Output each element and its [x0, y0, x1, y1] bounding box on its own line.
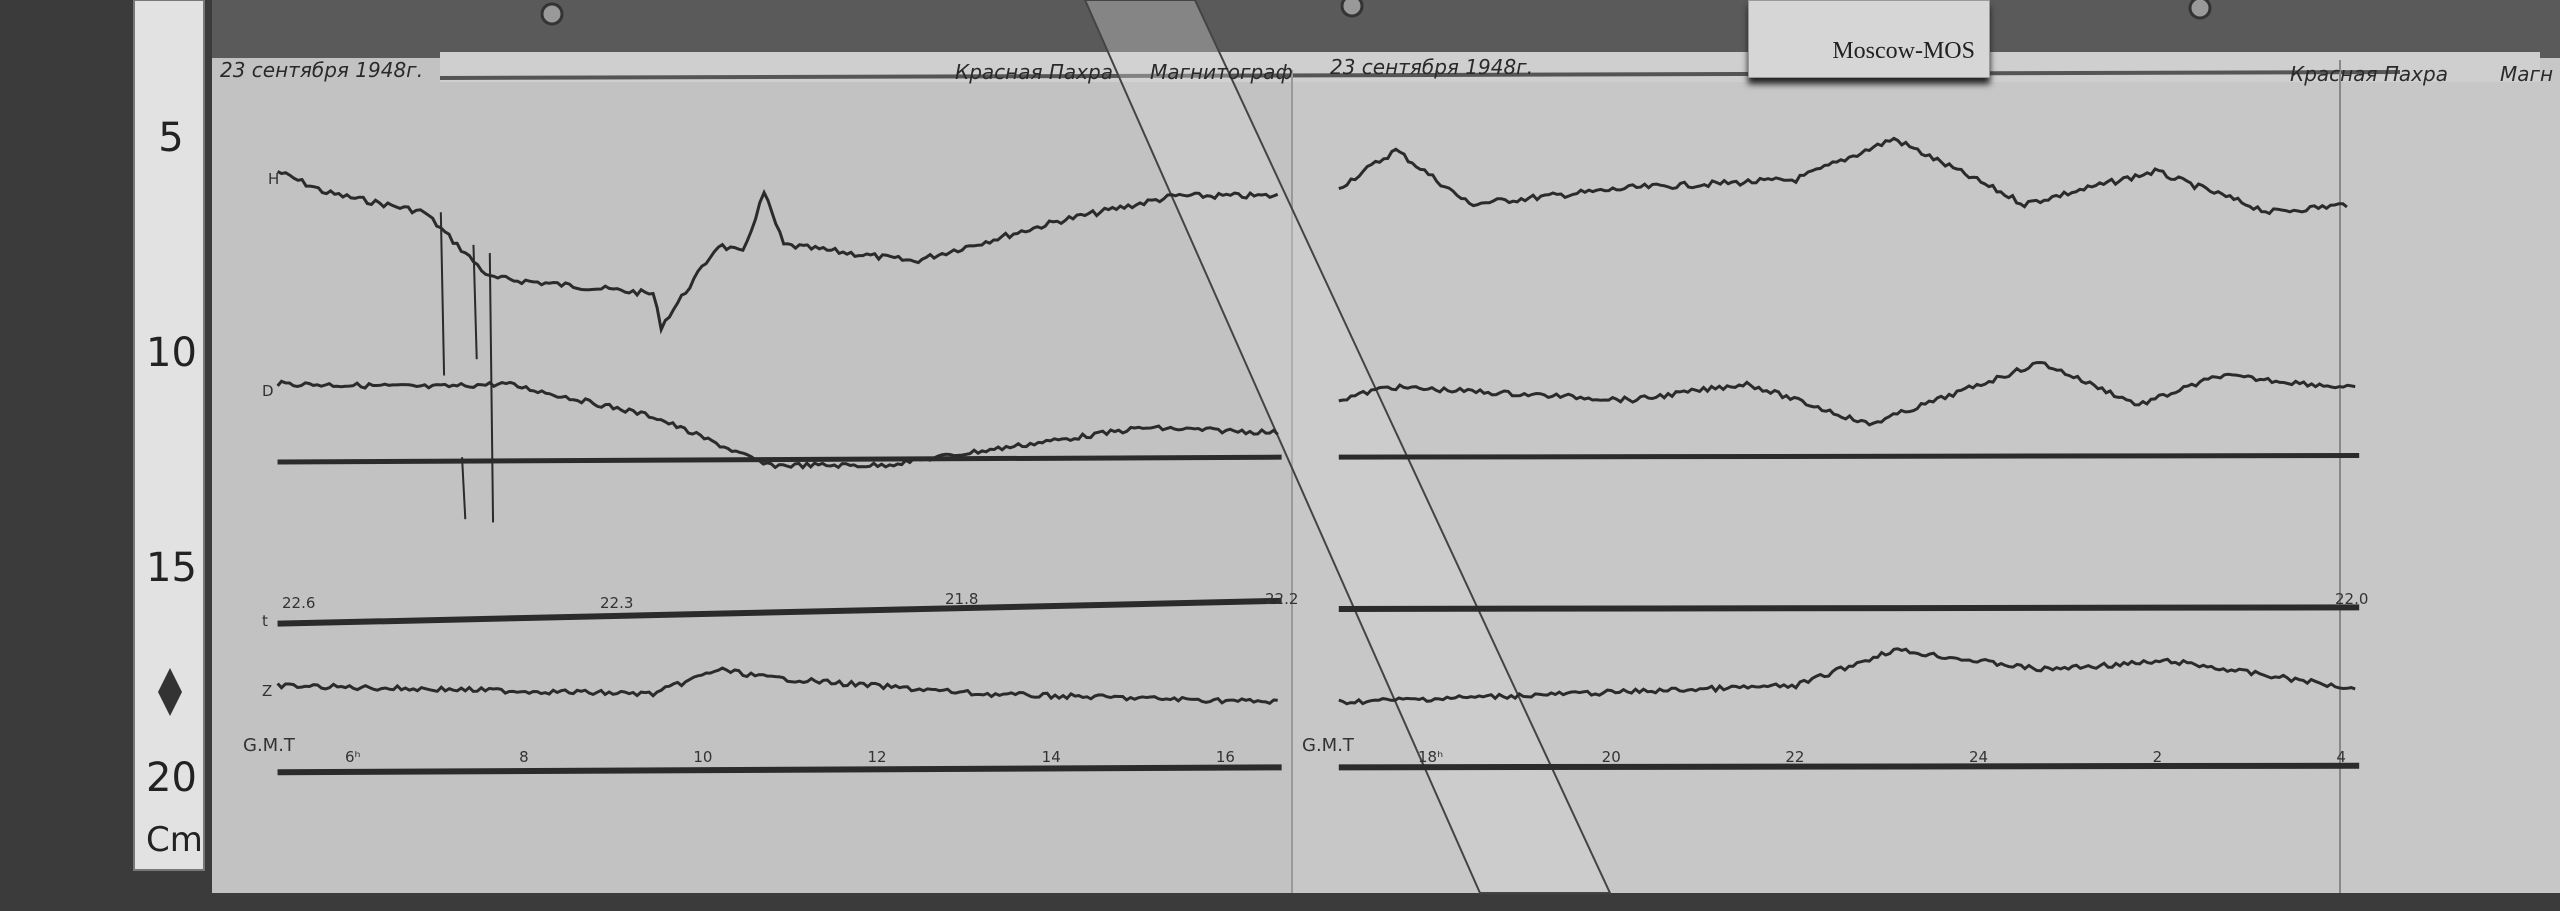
pin-icon: [1340, 0, 1364, 18]
temp-mark: 22.0: [2335, 590, 2369, 608]
right-place: Красная Пахра: [2290, 62, 2448, 86]
temp-mark: 22.6: [282, 594, 316, 612]
trace-label-d: D: [262, 382, 274, 400]
paper-left: [212, 58, 1292, 893]
hour-label: 14: [1041, 748, 1061, 766]
hour-label: 2: [2152, 748, 2163, 766]
pin-icon: [2188, 0, 2212, 20]
hour-label: 12: [867, 748, 887, 766]
time-line-right: [1338, 762, 2360, 771]
temperature-line-left: [277, 597, 1282, 627]
left-date: 23 сентября 1948г.: [220, 58, 424, 82]
hour-label: 16: [1215, 748, 1235, 766]
right-date: 23 сентября 1948г.: [1330, 55, 1534, 79]
ruler-mark: 20: [146, 755, 197, 801]
z-trace-left: [276, 666, 1278, 705]
d-trace-left: [276, 379, 1279, 470]
paper-right: [1292, 58, 2560, 893]
trace-label-z: Z: [262, 682, 273, 700]
hour-label: 18ʰ: [1418, 748, 1444, 766]
left-place: Красная Пахра: [955, 60, 1113, 84]
disturbance-spike: [461, 457, 467, 520]
time-line-left: [277, 764, 1282, 776]
temperature-line-right: [1338, 604, 2360, 612]
h-trace-right: [1338, 136, 2348, 216]
ruler: [133, 0, 205, 871]
ruler-mark: 5: [158, 115, 184, 161]
temp-mark: 21.8: [945, 590, 979, 608]
temp-mark: 22.3: [600, 594, 634, 612]
z-trace-right: [1338, 647, 2356, 706]
disturbance-spike: [488, 253, 495, 523]
hour-label: 10: [693, 748, 713, 766]
right-title: Магн: [2500, 62, 2554, 86]
hour-label: 22: [1785, 748, 1805, 766]
hour-label: 20: [1601, 748, 1621, 766]
left-title: Магнитограф: [1150, 60, 1293, 84]
ruler-mark: 15: [146, 545, 197, 591]
station-label: Moscow-MOS: [1832, 38, 1975, 64]
right-gmt-label: G.M.T: [1302, 735, 1354, 756]
pin-icon: [540, 2, 564, 26]
h-trace-left: [276, 170, 1279, 335]
d-trace-right: [1338, 360, 2356, 427]
transparent-scale-overlay: [1083, 0, 1612, 894]
hour-label: 4: [2336, 748, 2346, 766]
left-gmt-label: G.M.T: [243, 735, 295, 756]
disturbance-spike: [472, 244, 478, 360]
ruler-mark: 10: [146, 330, 197, 376]
temp-mark: 22.2: [1265, 590, 1299, 608]
trace-label-h: H: [268, 170, 280, 188]
disturbance-spike: [439, 212, 446, 376]
hour-label: 24: [1969, 748, 1989, 766]
ruler-unit: Cm: [146, 820, 203, 860]
baseline-left: [277, 454, 1282, 465]
hour-label: 8: [519, 748, 529, 766]
trace-label-t: t: [262, 612, 268, 630]
ruler-diamond-icon: [158, 668, 182, 716]
baseline-right: [1338, 453, 2360, 460]
header-edge: [439, 70, 2401, 80]
station-label-card: Moscow-MOS: [1748, 0, 1990, 78]
hour-label: 6ʰ: [345, 748, 361, 766]
